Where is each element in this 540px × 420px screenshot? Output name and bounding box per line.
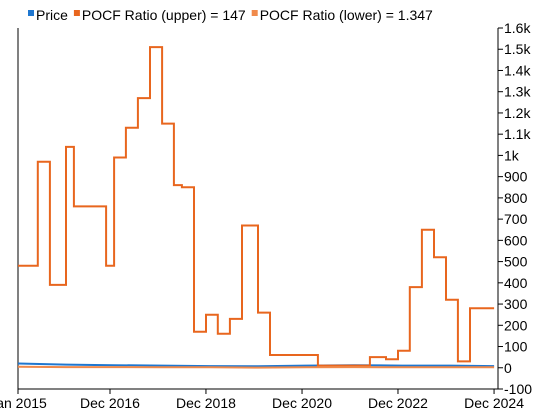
x-tick-label: Jan 2015 <box>0 395 47 411</box>
y-tick-label: 100 <box>504 339 528 355</box>
x-tick-label: Dec 2022 <box>368 395 428 411</box>
pocf-upper-line <box>18 46 495 367</box>
x-tick-label: Dec 2024 <box>464 395 524 411</box>
y-tick-label: 400 <box>504 275 528 291</box>
pocf-lower-line <box>17 365 495 369</box>
y-tick-label: 1.5k <box>504 41 531 57</box>
y-tick-label: 1.2k <box>504 105 531 121</box>
y-tick-label: 800 <box>504 190 528 206</box>
y-tick-label: 200 <box>504 317 528 333</box>
legend-label: POCF Ratio (lower) = 1.347 <box>260 7 433 23</box>
y-tick-label: 700 <box>504 211 528 227</box>
y-axis: -100 0 100 200 300 400 500 600 700 800 900 1k 1.1k 1.… <box>497 20 532 397</box>
plot-area <box>17 28 495 389</box>
legend: Price POCF Ratio (upper) = 147 POCF Ratio … <box>28 7 433 23</box>
x-axis: Jan 2015 Dec 2016 Dec 2018 Dec 2020 Dec 2022… <box>0 388 524 411</box>
legend-swatch <box>251 10 258 16</box>
legend-item-pocf-upper[interactable]: POCF Ratio (upper) = 147 <box>73 7 246 23</box>
legend-label: POCF Ratio (upper) = 147 <box>82 7 246 23</box>
y-tick-label: 500 <box>504 254 528 270</box>
x-tick-label: Dec 2018 <box>176 395 236 411</box>
legend-swatch <box>28 10 34 16</box>
y-tick-label: 300 <box>504 296 528 312</box>
y-tick-label: 1.6k <box>504 20 531 36</box>
y-tick-label: 1.4k <box>504 62 531 78</box>
legend-swatch <box>73 10 80 16</box>
legend-item-pocf-lower[interactable]: POCF Ratio (lower) = 1.347 <box>251 7 433 23</box>
y-tick-label: 1k <box>504 147 520 163</box>
y-tick-label: 900 <box>504 169 528 185</box>
x-tick-label: Dec 2016 <box>80 395 140 411</box>
y-tick-label: 1.3k <box>504 84 531 100</box>
price-line <box>17 362 495 368</box>
y-tick-label: 0 <box>504 360 512 376</box>
legend-item-price[interactable]: Price <box>28 7 68 23</box>
y-tick-label: 1.1k <box>504 126 531 142</box>
y-tick-label: -100 <box>504 381 532 397</box>
y-tick-label: 600 <box>504 232 528 248</box>
legend-label: Price <box>36 7 68 23</box>
x-tick-label: Dec 2020 <box>272 395 332 411</box>
